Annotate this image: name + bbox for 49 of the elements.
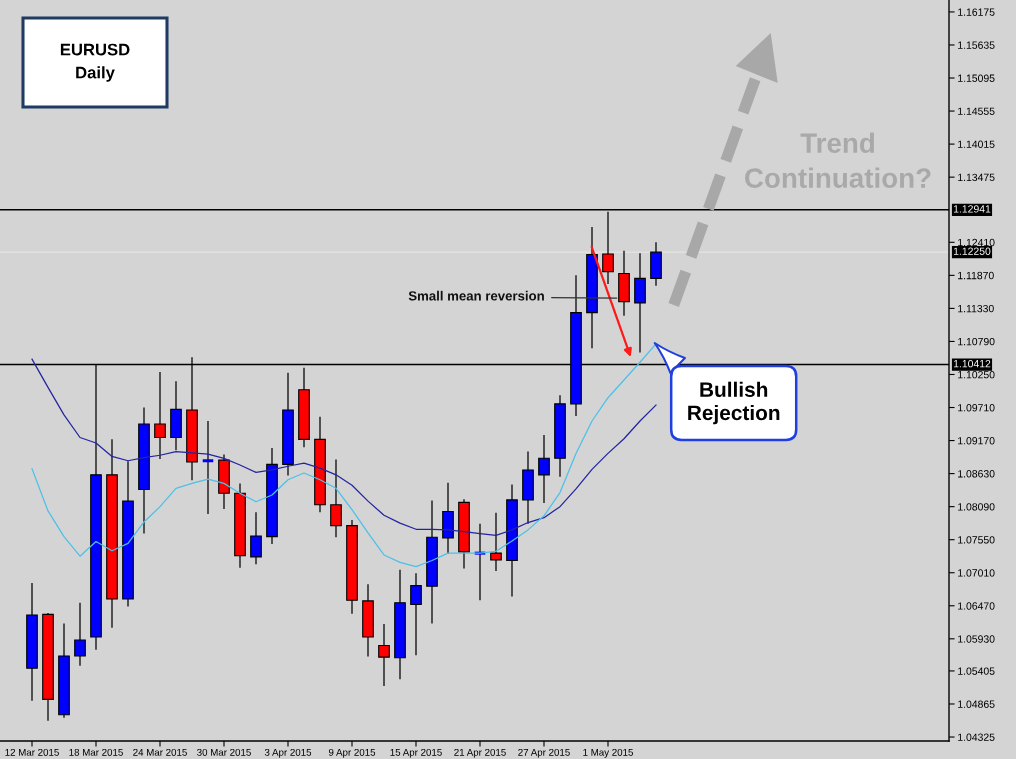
- y-tick-label: 1.16175: [958, 8, 995, 16]
- y-tick-label: 1.12410: [958, 238, 995, 247]
- ref-line-label: 1.12250: [953, 247, 991, 255]
- x-tick-label: 18 Mar 2015: [69, 748, 123, 756]
- x-tick-label: 21 Apr 2015: [454, 748, 506, 758]
- y-tick-label: 1.15095: [958, 74, 995, 82]
- line-series: [31, 358, 657, 537]
- y-tick-label: 1.09710: [958, 404, 995, 412]
- y-tick-label: 1.04325: [958, 733, 995, 741]
- y-tick-label: 1.05930: [958, 635, 995, 643]
- x-tick-label: 27 Apr 2015: [518, 748, 570, 758]
- y-tick-label: 1.07550: [958, 536, 995, 544]
- annotation: Small mean reversion: [408, 290, 544, 301]
- text: Daily: [76, 66, 115, 82]
- y-tick-label: 1.14555: [958, 107, 995, 115]
- text: Bullish Rejection: [688, 381, 780, 425]
- y-tick-label: 1.04865: [958, 700, 995, 708]
- ref-line-label: 1.12941: [953, 205, 991, 213]
- y-tick-label: 1.10250: [958, 370, 995, 379]
- y-tick-label: 1.09170: [958, 437, 995, 445]
- candlestick: [154, 372, 166, 459]
- candlestick: [490, 512, 502, 571]
- candlestick: [410, 573, 422, 656]
- candlestick: [538, 435, 550, 503]
- candlestick: [250, 512, 262, 565]
- y-tick-label: 1.13475: [958, 173, 995, 182]
- text: EURUSD: [60, 43, 130, 56]
- y-tick-label: 1.07010: [958, 569, 995, 577]
- y-tick-label: 1.08630: [958, 470, 995, 478]
- y-tick-label: 1.10790: [958, 337, 995, 346]
- y-tick-label: 1.11330: [958, 304, 994, 313]
- candlestick: [74, 602, 86, 666]
- x-tick-label: 15 Apr 2015: [390, 748, 442, 758]
- y-tick-label: 1.11870: [958, 271, 994, 280]
- y-tick-label: 1.08090: [958, 503, 995, 511]
- candlestick: [378, 624, 390, 686]
- y-tick-label: 1.05405: [958, 667, 995, 675]
- y-tick-label: 1.14015: [958, 140, 995, 148]
- x-tick-label: 3 Apr 2015: [264, 748, 312, 758]
- ref-line-label: 1.10412: [953, 359, 991, 368]
- x-tick-label: 9 Apr 2015: [328, 748, 376, 758]
- x-tick-label: 24 Mar 2015: [133, 748, 187, 756]
- y-tick-label: 1.06470: [958, 602, 995, 610]
- x-tick-label: 1 May 2015: [583, 748, 633, 758]
- x-tick-label: 12 Mar 2015: [5, 748, 59, 756]
- x-tick-label: 30 Mar 2015: [197, 748, 251, 756]
- candlestick: [202, 420, 214, 515]
- candlestick: [330, 459, 342, 538]
- y-tick-label: 1.15635: [958, 41, 995, 49]
